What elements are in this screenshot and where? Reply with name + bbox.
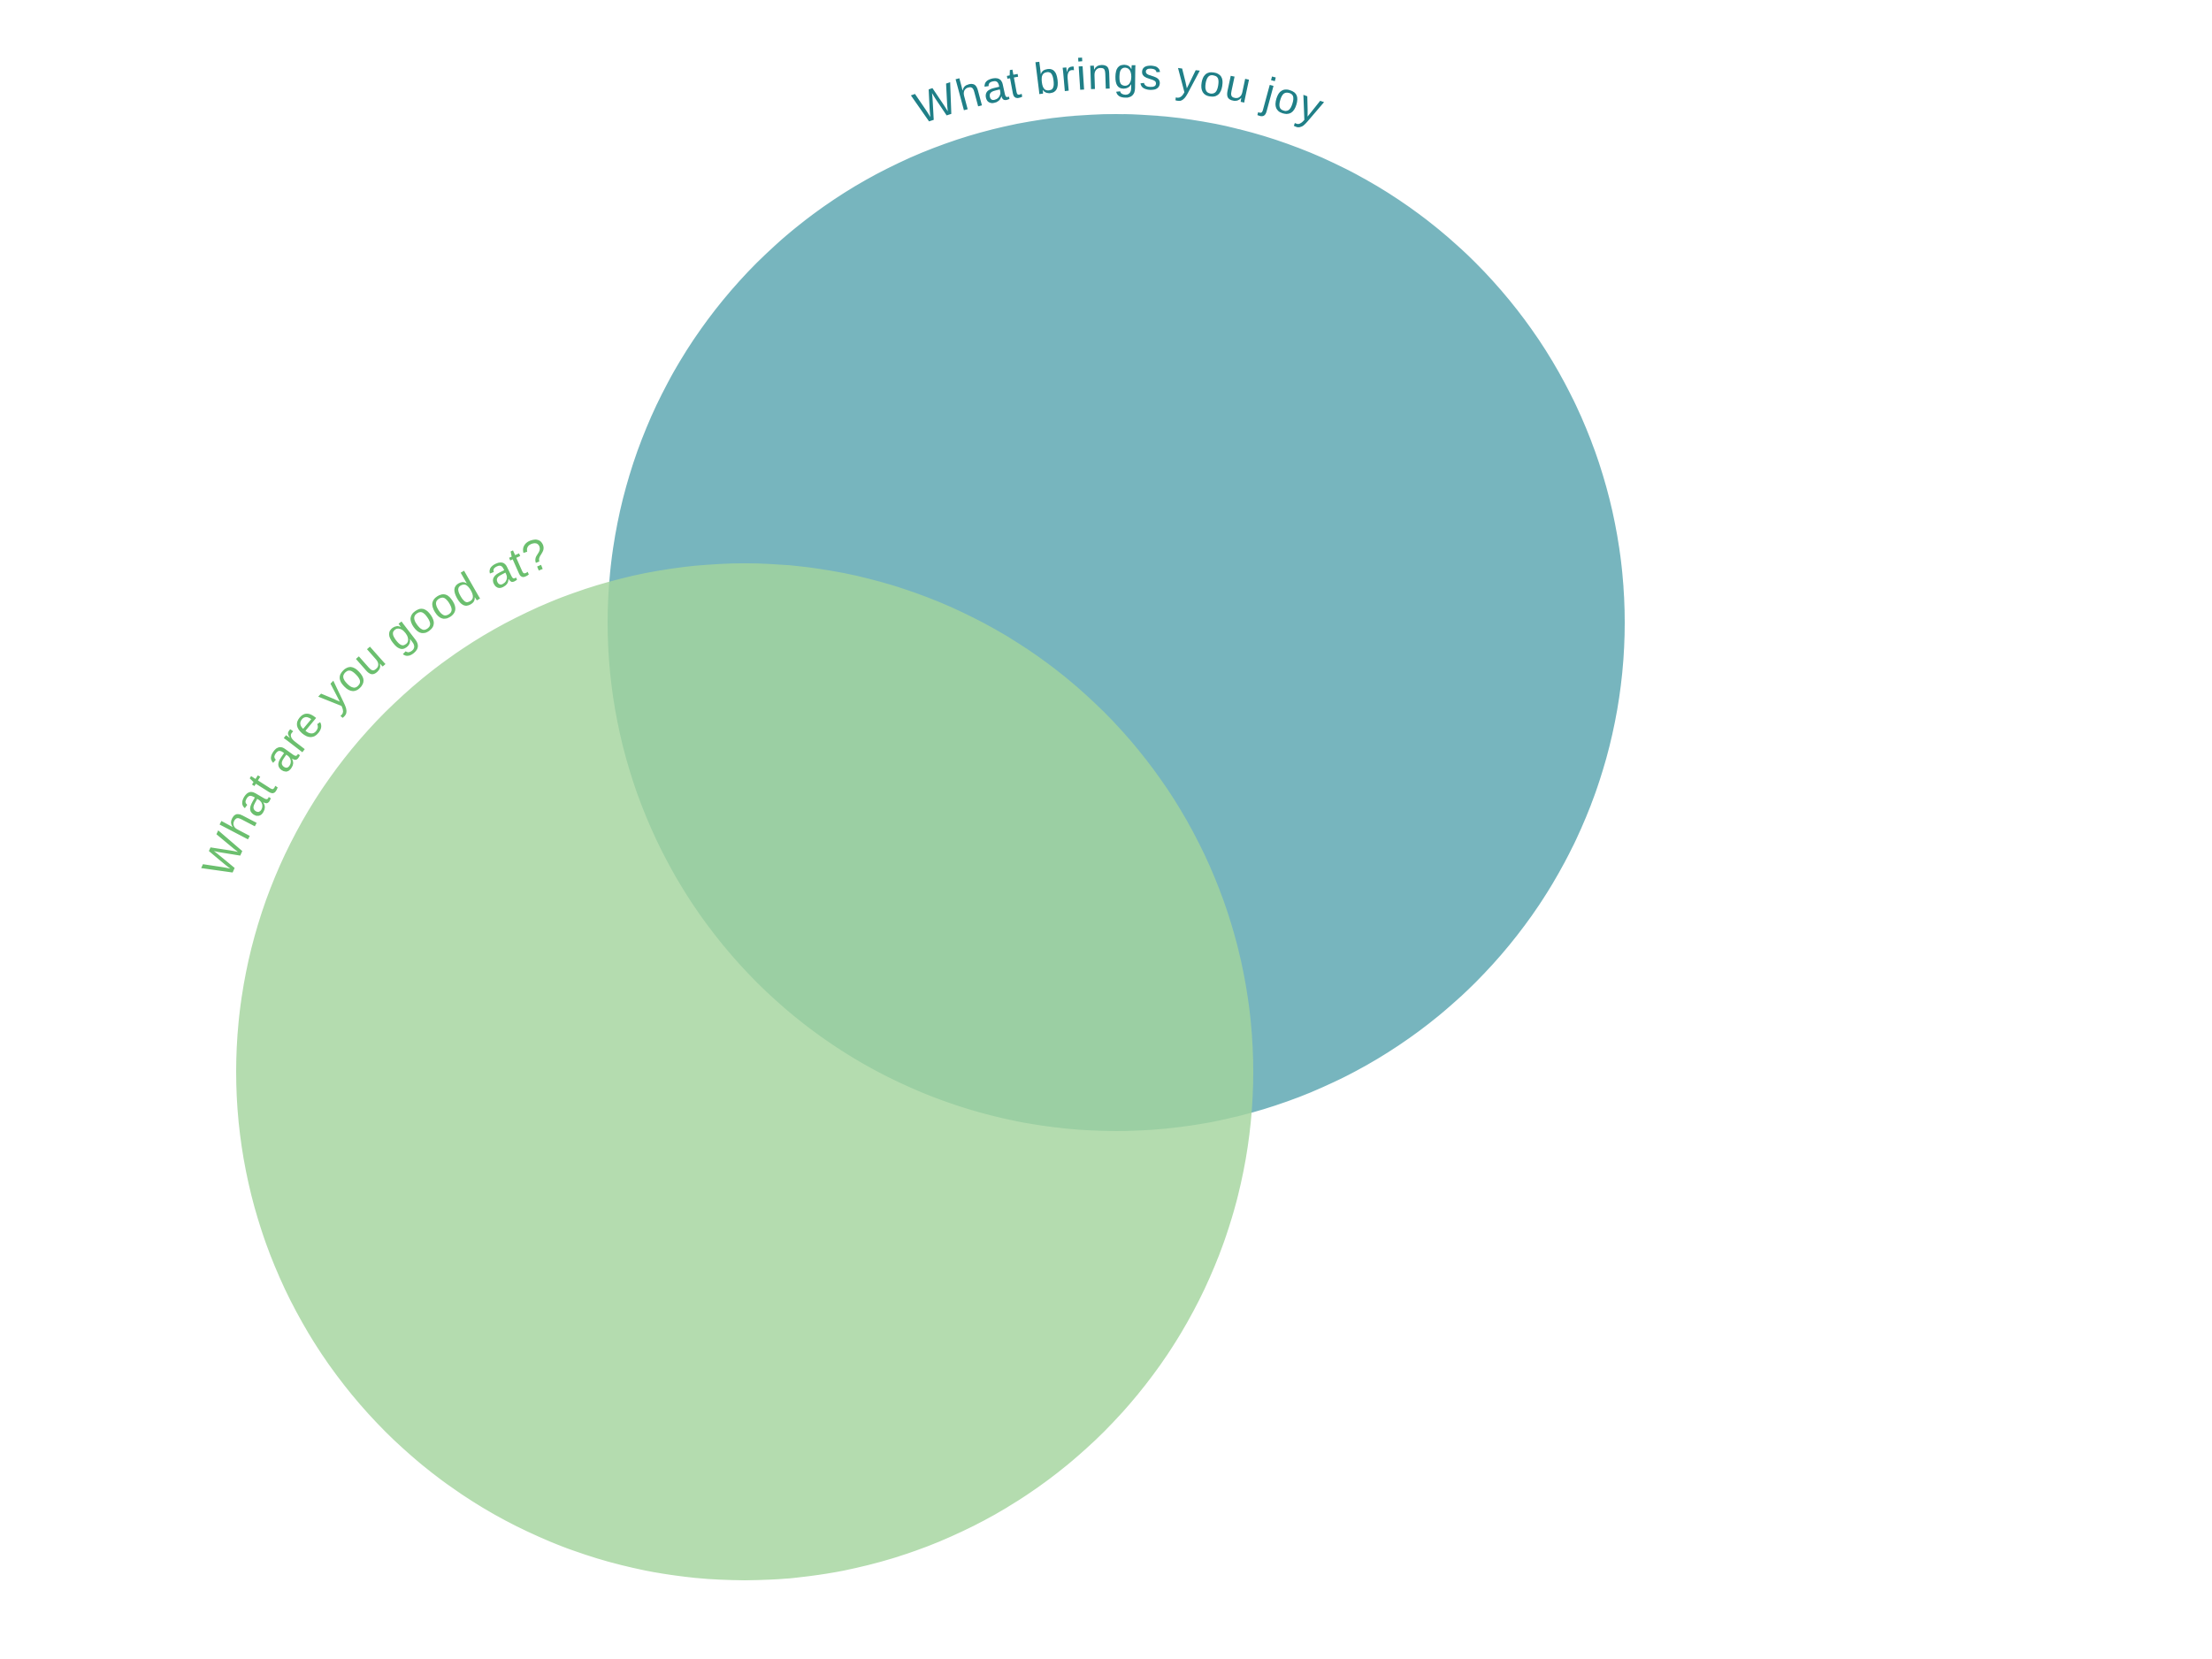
good-at-circle: [236, 563, 1253, 1580]
